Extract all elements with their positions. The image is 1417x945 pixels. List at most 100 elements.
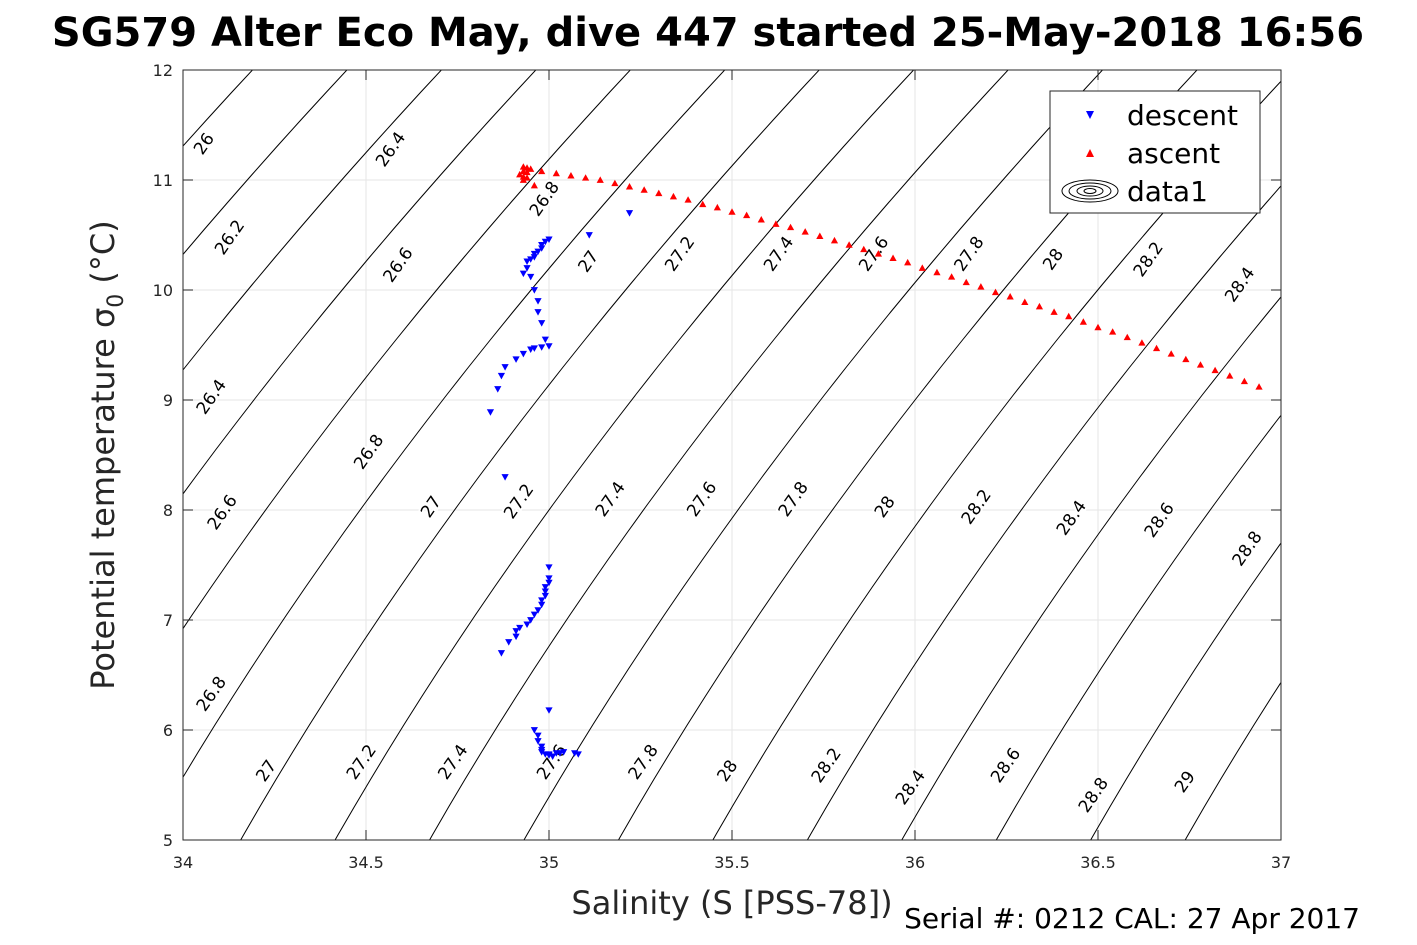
contour-line <box>183 70 443 371</box>
y-tick-label: 5 <box>163 831 173 850</box>
descent-point <box>486 409 495 416</box>
ascent-point <box>611 179 619 187</box>
contour-line <box>806 185 1281 840</box>
ascent-point <box>1167 350 1175 357</box>
descent-point <box>545 575 553 582</box>
y-axis-label-sub: 0 <box>104 294 129 308</box>
descent-point <box>505 639 513 646</box>
descent-point <box>545 564 553 571</box>
descent-point <box>585 232 593 239</box>
ascent-point <box>1152 344 1161 352</box>
y-tick-label: 11 <box>153 171 173 190</box>
y-axis-label-main: Potential temperature σ <box>84 308 122 690</box>
contour-line <box>183 70 631 630</box>
ascent-point <box>918 264 926 271</box>
x-tick-label: 37 <box>1271 853 1291 872</box>
ascent-point <box>655 189 663 197</box>
descent-point <box>523 265 531 272</box>
legend-ascent-marker <box>1086 149 1094 157</box>
descent-point <box>534 738 542 745</box>
y-tick-label: 7 <box>163 611 173 630</box>
x-tick-label: 35 <box>539 853 559 872</box>
descent-point <box>534 248 542 256</box>
contour-line <box>523 70 1104 840</box>
y-tick-label: 10 <box>153 281 173 300</box>
ascent-point <box>1226 372 1234 379</box>
contour-line <box>334 70 915 840</box>
legend-contour-marker <box>1076 185 1104 197</box>
ascent-point <box>523 174 531 181</box>
ascent-point <box>523 168 531 176</box>
ascent-point <box>519 176 527 183</box>
descent-point <box>538 320 546 327</box>
descent-point <box>512 628 520 635</box>
ascent-point <box>1255 383 1263 390</box>
ascent-point <box>757 216 765 223</box>
descent-point <box>512 633 520 641</box>
data-series <box>486 163 1263 760</box>
ascent-point <box>1196 361 1205 368</box>
ascent-point <box>699 200 707 208</box>
ascent-point <box>816 232 824 239</box>
ascent-point <box>527 165 535 172</box>
x-tick-label: 36.5 <box>1080 853 1116 872</box>
descent-point <box>523 621 531 628</box>
descent-point <box>516 624 524 632</box>
descent-point <box>545 343 553 350</box>
x-tick-label: 35.5 <box>714 853 750 872</box>
descent-point <box>530 254 538 261</box>
contour-line <box>183 70 348 256</box>
x-axis-ticks: 34 34.5 35 35.5 36 36.5 37 <box>173 70 1291 872</box>
y-tick-label: 6 <box>163 721 173 740</box>
ascent-point <box>567 172 575 179</box>
contour-line <box>1184 681 1281 840</box>
y-tick-label: 9 <box>163 391 173 410</box>
ascent-point <box>830 236 839 244</box>
descent-point <box>538 597 546 604</box>
descent-point <box>545 236 553 243</box>
descent-point <box>538 601 546 609</box>
descent-point <box>497 372 506 380</box>
serial-cal-footer: Serial #: 0212 CAL: 27 Apr 2017 <box>904 902 1360 935</box>
descent-point <box>534 298 542 305</box>
descent-point <box>534 607 542 614</box>
descent-point <box>541 584 549 591</box>
ascent-point <box>1240 377 1248 385</box>
descent-point <box>523 258 531 265</box>
y-axis-label-unit: (°C) <box>84 220 122 293</box>
contour-line <box>1090 542 1281 840</box>
descent-point <box>541 588 549 595</box>
legend-label-descent: descent <box>1127 99 1238 132</box>
descent-point <box>530 727 538 734</box>
legend-label-data1: data1 <box>1127 175 1208 208</box>
descent-point <box>527 273 535 281</box>
ascent-point <box>1211 366 1219 374</box>
ascent-point <box>1021 298 1029 305</box>
y-tick-label: 12 <box>153 61 173 80</box>
y-axis-label: Potential temperature σ0 (°C) <box>84 220 129 689</box>
contour-line <box>901 296 1281 840</box>
descent-point <box>549 753 557 760</box>
ascent-point <box>743 211 751 219</box>
contour-line <box>183 70 726 779</box>
ascent-point <box>552 169 560 177</box>
descent-point <box>501 474 509 481</box>
ascent-point <box>1079 318 1087 325</box>
descent-point <box>545 579 553 587</box>
contour-line <box>183 70 537 495</box>
descent-point <box>501 364 509 371</box>
descent-point <box>538 749 546 756</box>
ascent-point <box>786 223 795 231</box>
descent-point <box>530 287 538 294</box>
ascent-point <box>1182 355 1190 363</box>
ascent-point <box>530 181 538 189</box>
ascent-point <box>596 176 604 183</box>
y-tick-label: 8 <box>163 501 173 520</box>
contour-line <box>240 70 820 840</box>
legend: descent ascent data1 <box>1049 90 1261 214</box>
ascent-point <box>991 288 1000 296</box>
ascent-point <box>845 241 853 248</box>
descent-point <box>541 238 549 246</box>
descent-point <box>527 617 535 624</box>
descent-point <box>560 749 568 756</box>
